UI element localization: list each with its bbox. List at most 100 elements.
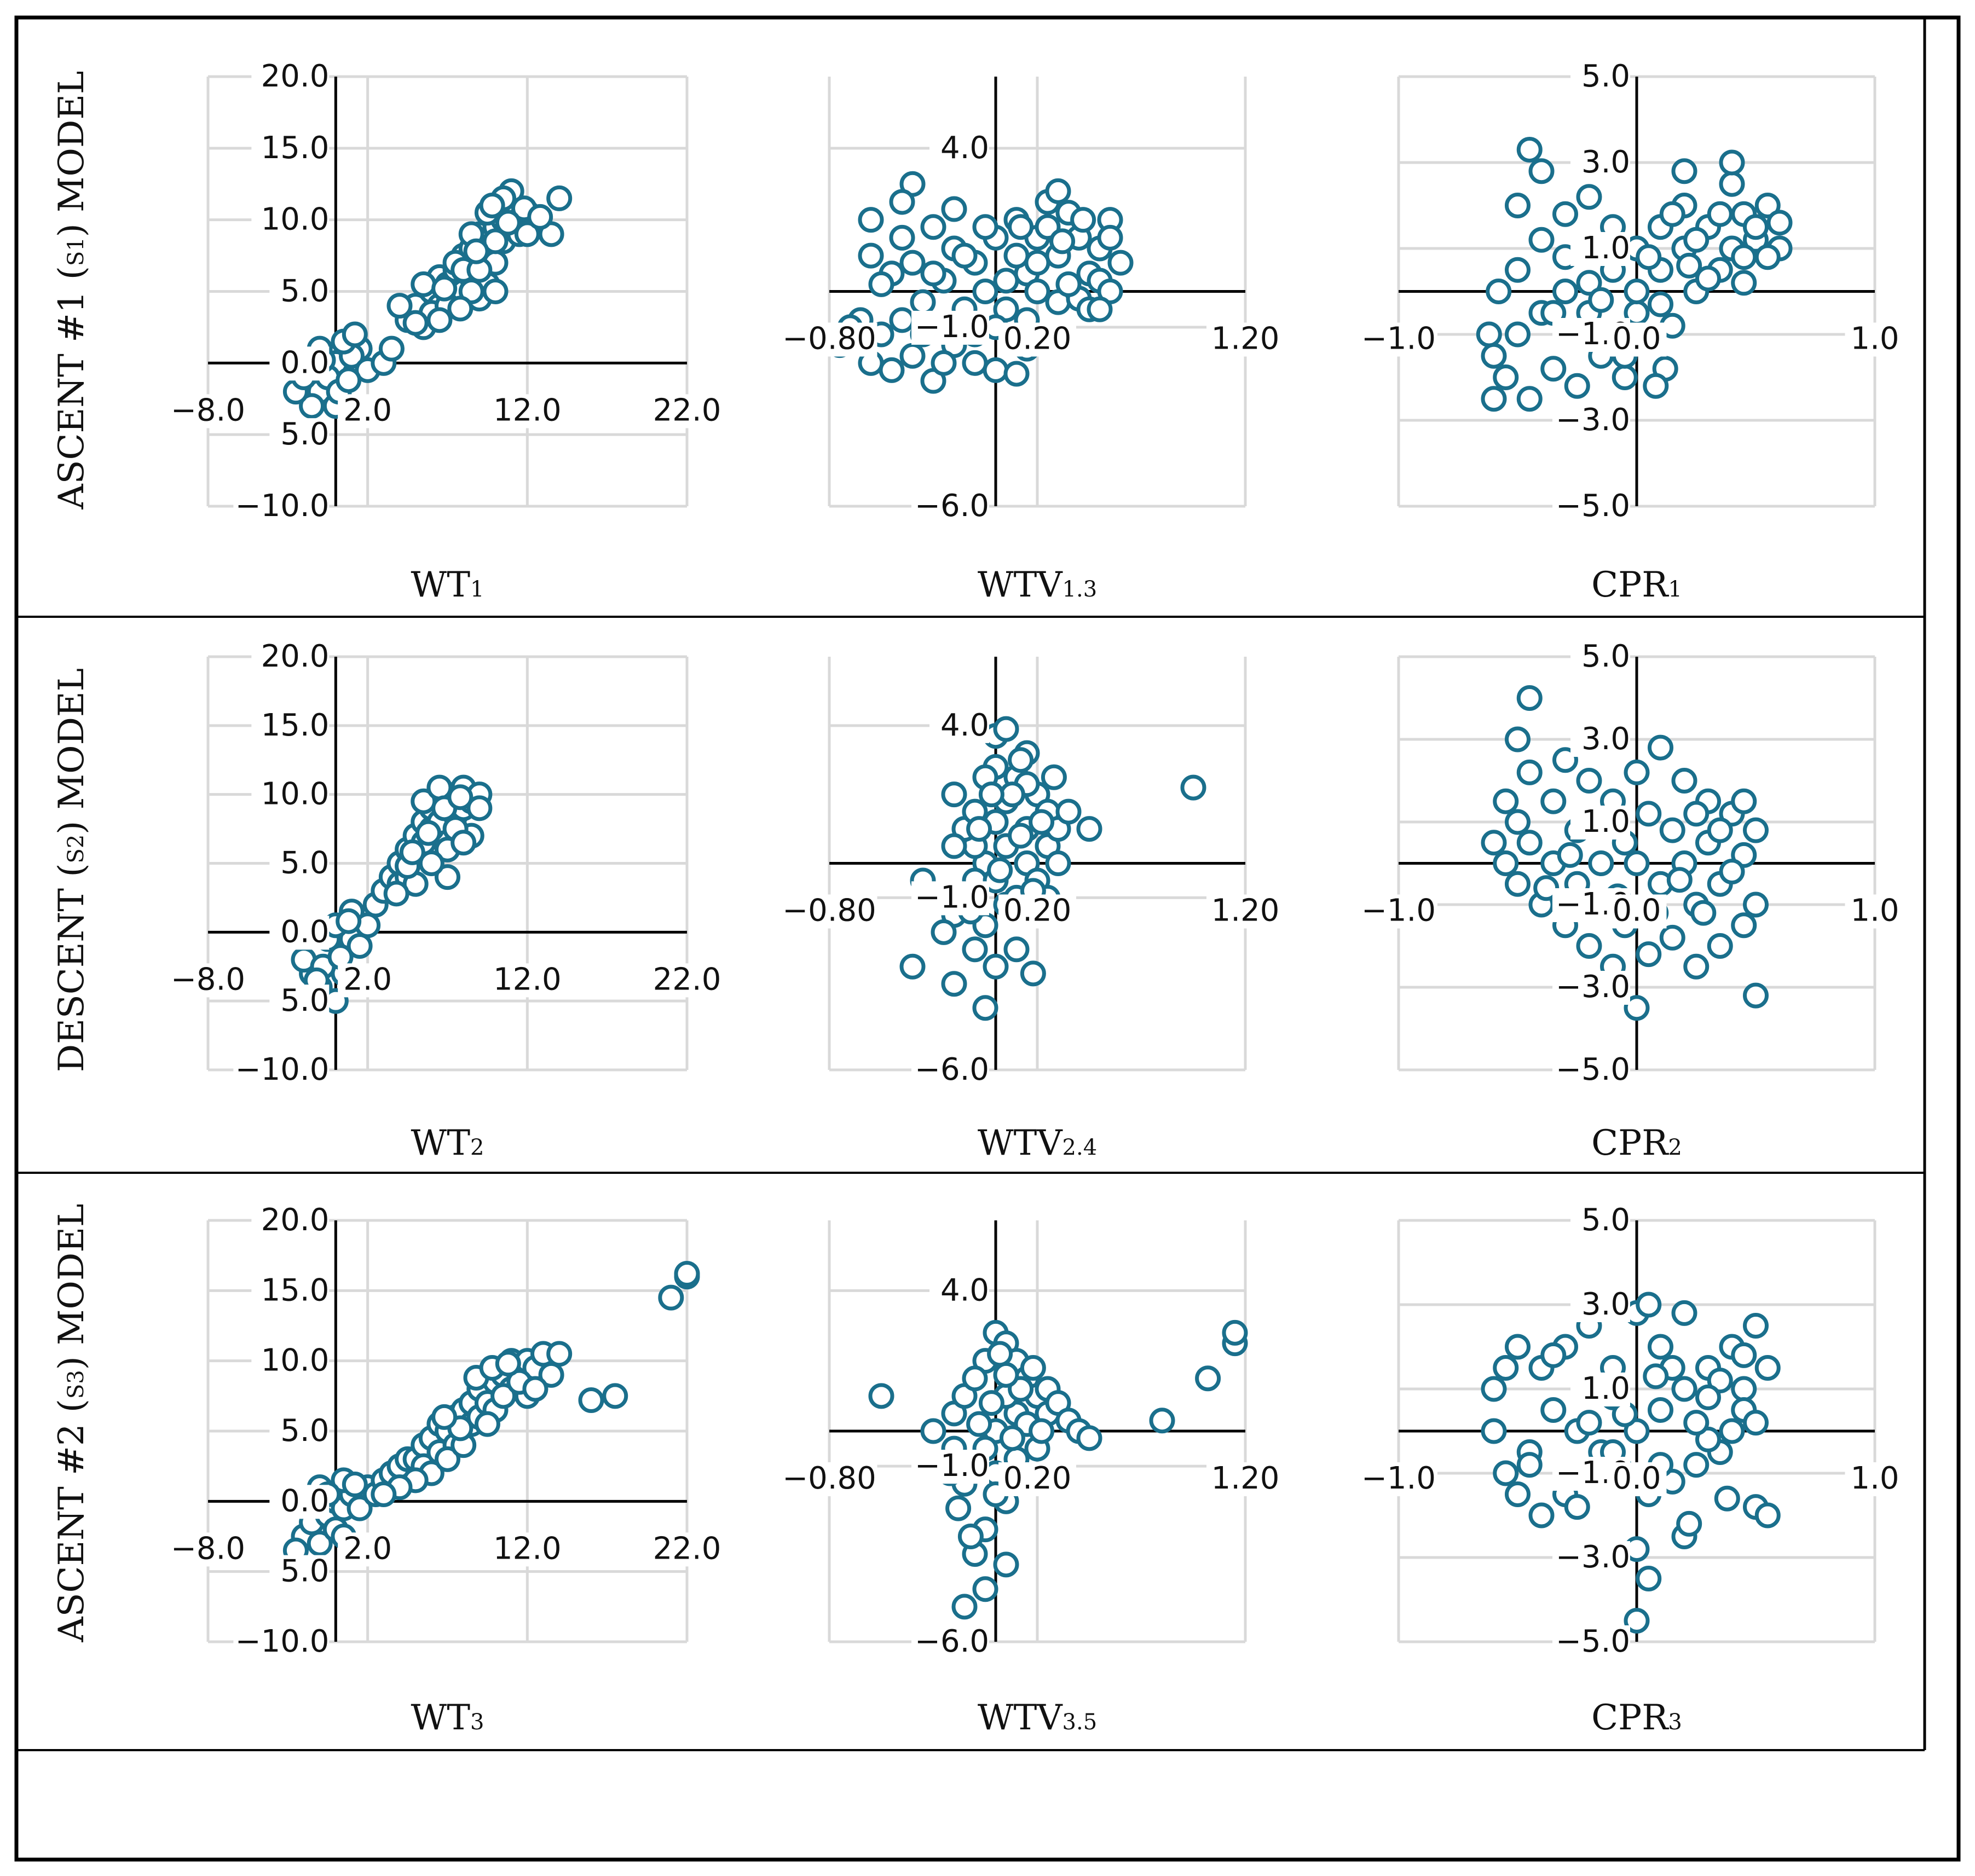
data-point xyxy=(538,1362,564,1388)
data-point xyxy=(578,1387,604,1414)
data-point xyxy=(1008,823,1034,849)
y-tick-label: 3.0 xyxy=(1581,144,1630,180)
data-point xyxy=(1636,244,1662,270)
x-axis-title: CPR3 xyxy=(1591,1698,1682,1738)
data-point xyxy=(962,350,988,376)
data-point xyxy=(972,214,998,240)
data-point xyxy=(1576,184,1602,210)
x-tick-label-bg xyxy=(488,963,567,998)
x-axis-title-main: WT xyxy=(411,1123,471,1163)
data-point xyxy=(1643,373,1669,399)
data-point xyxy=(868,271,894,297)
data-point xyxy=(1481,343,1507,369)
data-point xyxy=(411,271,437,297)
y-tick-label: −5.0 xyxy=(1556,1624,1630,1659)
y-tick-label-bg xyxy=(269,985,330,1019)
y-tick-label-bg xyxy=(269,1555,330,1589)
row-label-ascent-1-sub: S1 xyxy=(63,237,89,266)
data-point xyxy=(987,1341,1013,1367)
data-point xyxy=(978,1390,1004,1416)
x-tick-label: 2.0 xyxy=(343,392,392,428)
x-tick-label: 22.0 xyxy=(653,392,721,428)
x-tick-label-bg xyxy=(169,1532,247,1567)
data-point xyxy=(1576,1410,1602,1436)
x-tick-label-bg xyxy=(1607,1462,1667,1496)
y-tick-label-bg xyxy=(251,203,330,238)
x-axis-title-main: CPR xyxy=(1591,565,1669,605)
data-point xyxy=(1516,136,1543,163)
x-tick-label: 0.0 xyxy=(1612,893,1661,929)
y-tick-label: 10.0 xyxy=(261,1343,330,1379)
x-tick-label: 0.20 xyxy=(1003,893,1072,929)
x-tick-label-bg xyxy=(338,963,398,998)
y-tick-label: −6.0 xyxy=(915,1624,989,1659)
x-tick-label-bg xyxy=(781,322,877,357)
panel-2-1: −6.0 −1.0 4.0 −0.80 0.20 1.20 WTV3.5 xyxy=(781,1220,1284,1738)
data-point xyxy=(1505,193,1531,218)
y-tick-label-bg xyxy=(233,1625,330,1659)
data-point xyxy=(1683,953,1710,980)
y-tick-label: 20.0 xyxy=(261,1202,330,1238)
y-tick-label-bg xyxy=(251,1344,330,1379)
data-point xyxy=(1743,817,1769,843)
data-point xyxy=(931,350,957,376)
y-tick-label-bg xyxy=(1570,60,1630,94)
y-tick-label-bg xyxy=(251,60,330,94)
data-point xyxy=(1576,768,1602,794)
data-point xyxy=(993,1362,1019,1388)
y-tick-label: 5.0 xyxy=(280,1554,329,1589)
row-label-descent: DESCENT (S2) MODEL xyxy=(51,668,92,1072)
data-point xyxy=(1707,817,1733,843)
y-tick-label-bg xyxy=(251,709,330,743)
data-point xyxy=(658,1284,684,1311)
data-point xyxy=(1676,1510,1702,1537)
y-tick-label: −10.0 xyxy=(235,488,330,524)
data-point xyxy=(951,1594,978,1620)
y-tick-label-bg xyxy=(1552,1053,1630,1087)
x-tick-label-bg xyxy=(648,1532,726,1567)
x-tick-label: 2.0 xyxy=(343,962,392,997)
x-axis-title-main: WTV xyxy=(978,1123,1063,1163)
data-point xyxy=(1659,817,1685,843)
data-point xyxy=(378,335,405,362)
x-tick-label-bg xyxy=(338,394,398,429)
data-point xyxy=(1671,1376,1697,1402)
y-tick-label: −3.0 xyxy=(1556,402,1630,438)
y-tick-label-bg xyxy=(233,490,330,524)
data-point xyxy=(336,367,362,393)
data-point xyxy=(1493,1355,1519,1381)
y-tick-label-bg xyxy=(269,275,330,309)
y-tick-label-bg xyxy=(911,1450,989,1484)
x-tick-label: 0.20 xyxy=(1003,1461,1072,1496)
data-point xyxy=(415,820,441,846)
data-point xyxy=(1636,941,1662,968)
x-tick-label-bg xyxy=(1360,894,1437,929)
data-point xyxy=(1671,768,1697,794)
x-tick-label-bg xyxy=(648,963,726,998)
panel-0-0: −10.0 5.0 0.0 5.0 10.0 15.0 20.0 −8.0 2.0 12.0 22.… xyxy=(169,59,726,605)
data-point xyxy=(1481,830,1507,856)
x-tick-label-bg xyxy=(1360,1462,1437,1496)
x-tick-label-bg xyxy=(998,322,1076,357)
data-point xyxy=(1505,257,1531,283)
x-axis-title: CPR2 xyxy=(1591,1123,1682,1163)
data-point xyxy=(899,953,926,980)
row-label-ascent-2: ASCENT #2 (S3) MODEL xyxy=(51,1203,92,1642)
data-point xyxy=(1719,149,1745,176)
data-point xyxy=(972,995,998,1021)
x-tick-label: −8.0 xyxy=(171,1531,245,1566)
data-point xyxy=(1648,1397,1673,1423)
data-point xyxy=(941,781,967,808)
y-tick-label: 0.0 xyxy=(280,345,329,380)
data-point xyxy=(1097,224,1123,251)
data-point xyxy=(514,221,540,247)
x-axis-title-sub: 2.4 xyxy=(1062,1135,1098,1160)
x-tick-label-bg xyxy=(1206,1462,1284,1496)
x-tick-label: 0.0 xyxy=(1612,1461,1661,1496)
row-label-ascent-1-post: ) MODEL xyxy=(51,71,92,237)
data-point xyxy=(1528,1502,1555,1528)
data-point xyxy=(1149,1408,1175,1434)
x-axis-title-sub: 1 xyxy=(1668,577,1682,602)
data-point xyxy=(951,242,978,269)
